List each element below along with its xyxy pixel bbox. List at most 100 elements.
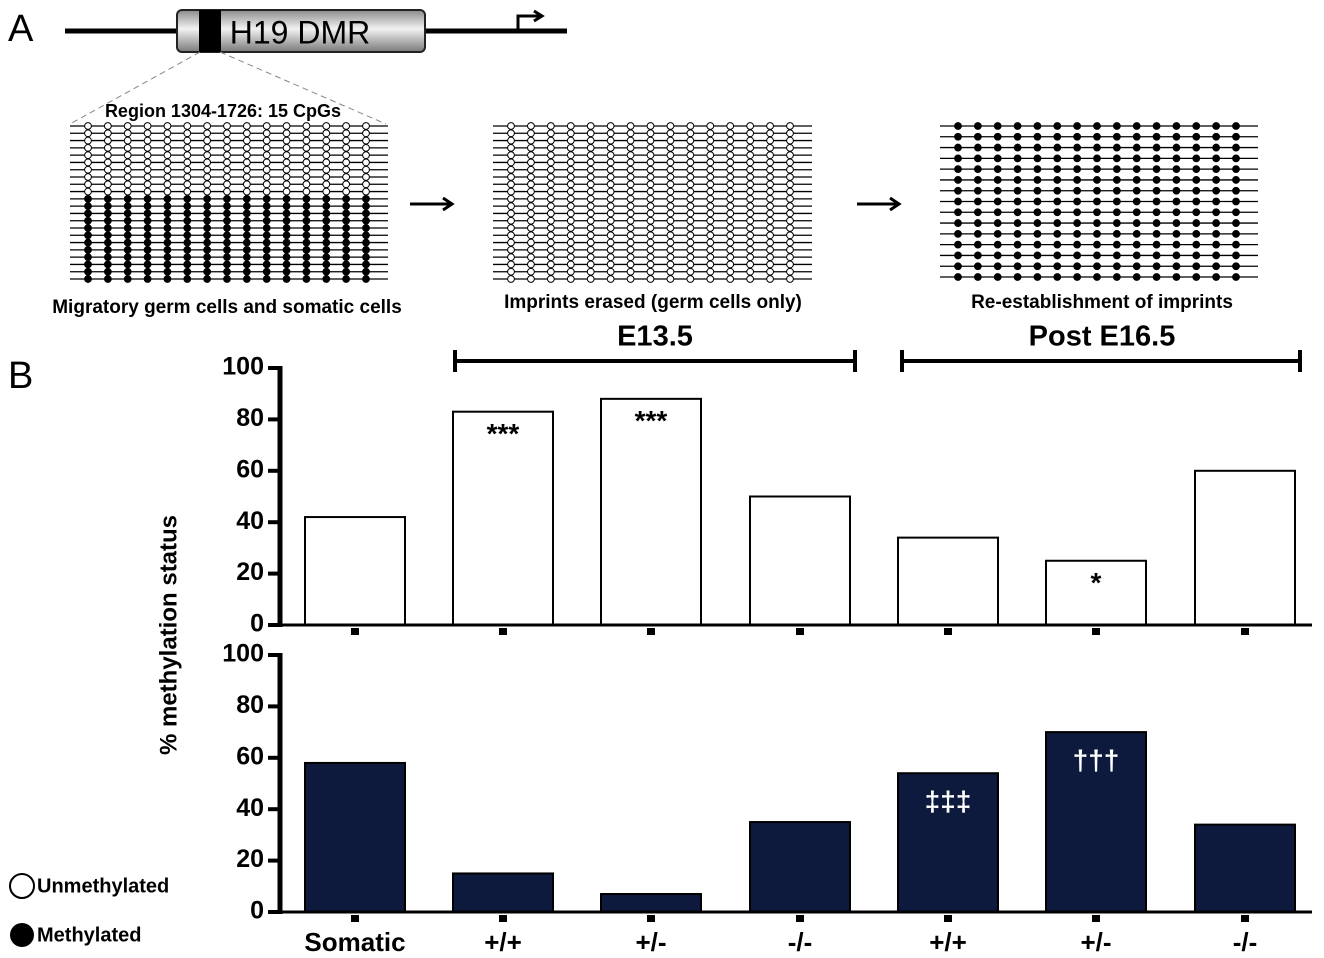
cpg: [955, 241, 962, 248]
cpg: [974, 220, 981, 227]
cpg: [85, 144, 92, 151]
cpg: [707, 137, 714, 144]
cpg: [994, 155, 1001, 162]
cpg: [1133, 155, 1140, 162]
cpg: [528, 217, 535, 224]
cpg: [323, 261, 330, 268]
cpg: [1133, 166, 1140, 173]
cpg: [1173, 230, 1180, 237]
cpg: [767, 210, 774, 217]
cpg: [1213, 252, 1220, 259]
cpg: [1193, 230, 1200, 237]
cpg: [1014, 166, 1021, 173]
x-tick-label: +/+: [929, 927, 967, 957]
cpg: [627, 276, 634, 283]
cpg: [547, 203, 554, 210]
cpg: [204, 203, 211, 210]
cpg: [607, 246, 614, 253]
cpg: [1094, 177, 1101, 184]
cpg: [144, 144, 151, 151]
cpg: [627, 254, 634, 261]
cpg: [303, 174, 310, 181]
cpg: [85, 254, 92, 261]
cpg: [508, 137, 515, 144]
cpg: [104, 225, 111, 232]
cpg: [164, 144, 171, 151]
cpg: [767, 225, 774, 232]
cpg: [1173, 155, 1180, 162]
cpg: [184, 159, 191, 166]
cpg: [323, 137, 330, 144]
cpg: [587, 217, 594, 224]
cpg: [974, 198, 981, 205]
cpg: [607, 137, 614, 144]
cpg: [567, 203, 574, 210]
cpg: [787, 174, 794, 181]
cpg: [727, 232, 734, 239]
cpg: [974, 177, 981, 184]
cpg: [994, 230, 1001, 237]
cpg: [994, 263, 1001, 270]
cpg: [1034, 230, 1041, 237]
cpg: [104, 166, 111, 173]
arrow: [410, 198, 452, 210]
cpg: [787, 137, 794, 144]
cpg: [707, 246, 714, 253]
cpg: [85, 276, 92, 283]
cpg: [303, 261, 310, 268]
cpg: [283, 210, 290, 217]
cpg: [727, 123, 734, 130]
cpg: [627, 268, 634, 275]
cpg: [283, 188, 290, 195]
cpg: [747, 261, 754, 268]
cpg: [508, 152, 515, 159]
cpg: [1054, 263, 1061, 270]
cpg: [363, 130, 370, 137]
cpg: [1213, 274, 1220, 281]
cpg: [567, 152, 574, 159]
cpg: [1213, 155, 1220, 162]
cpg: [687, 174, 694, 181]
cpg: [667, 159, 674, 166]
cpg: [263, 239, 270, 246]
y-axis-label: % methylation status: [155, 515, 182, 755]
cpg: [767, 217, 774, 224]
y-tick-label: 0: [250, 610, 264, 638]
cpg: [747, 225, 754, 232]
cpg: [508, 217, 515, 224]
cpg: [787, 188, 794, 195]
cpg: [955, 209, 962, 216]
cpg: [164, 174, 171, 181]
cpg: [323, 123, 330, 130]
cpg: [184, 123, 191, 130]
cpg: [104, 276, 111, 283]
cpg: [687, 276, 694, 283]
cpg: [184, 181, 191, 188]
cpg: [707, 159, 714, 166]
cpg: [184, 152, 191, 159]
cpg: [647, 174, 654, 181]
bar: [305, 517, 405, 625]
cpg: [647, 276, 654, 283]
cpg: [1193, 177, 1200, 184]
cpg: [587, 181, 594, 188]
x-tick: [351, 628, 359, 635]
annotation: ***: [487, 418, 520, 449]
cpg: [687, 225, 694, 232]
cpg: [85, 210, 92, 217]
cpg: [144, 137, 151, 144]
cpg: [1054, 220, 1061, 227]
cpg: [363, 195, 370, 202]
cpg: [787, 144, 794, 151]
cpg: [303, 276, 310, 283]
cpg: [164, 225, 171, 232]
cpg: [955, 220, 962, 227]
cpg: [607, 123, 614, 130]
cpg: [263, 130, 270, 137]
cpg: [547, 159, 554, 166]
cpg: [144, 261, 151, 268]
cpg: [124, 123, 131, 130]
cpg: [1113, 209, 1120, 216]
cpg: [508, 195, 515, 202]
cpg: [955, 274, 962, 281]
